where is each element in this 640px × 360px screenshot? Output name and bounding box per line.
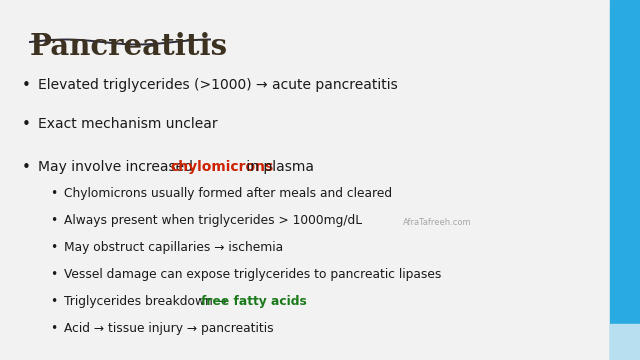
Text: in plasma: in plasma — [242, 160, 314, 174]
Text: •: • — [50, 268, 57, 281]
Text: May obstruct capillaries → ischemia: May obstruct capillaries → ischemia — [64, 241, 283, 254]
Text: •: • — [50, 295, 57, 308]
Bar — [610, 324, 640, 360]
Text: Vessel damage can expose triglycerides to pancreatic lipases: Vessel damage can expose triglycerides t… — [64, 268, 442, 281]
Text: •: • — [50, 241, 57, 254]
Text: May involve increased: May involve increased — [38, 160, 197, 174]
Text: •: • — [50, 214, 57, 227]
Text: AfraTafreeh.com: AfraTafreeh.com — [403, 218, 472, 227]
Text: •: • — [50, 187, 57, 200]
Text: Elevated triglycerides (>1000) → acute pancreatitis: Elevated triglycerides (>1000) → acute p… — [38, 78, 397, 92]
Text: •: • — [50, 322, 57, 335]
Text: Exact mechanism unclear: Exact mechanism unclear — [38, 117, 218, 131]
Text: free fatty acids: free fatty acids — [201, 295, 307, 308]
Text: Acid → tissue injury → pancreatitis: Acid → tissue injury → pancreatitis — [64, 322, 274, 335]
Text: Always present when triglycerides > 1000mg/dL: Always present when triglycerides > 1000… — [64, 214, 362, 227]
Text: chylomicrons: chylomicrons — [170, 160, 273, 174]
Text: Chylomicrons usually formed after meals and cleared: Chylomicrons usually formed after meals … — [64, 187, 392, 200]
Text: Triglycerides breakdown →: Triglycerides breakdown → — [64, 295, 231, 308]
Text: Pancreatitis: Pancreatitis — [30, 32, 228, 61]
Text: •: • — [22, 78, 31, 93]
Bar — [610, 0, 640, 360]
Text: •: • — [22, 160, 31, 175]
Text: •: • — [22, 117, 31, 132]
